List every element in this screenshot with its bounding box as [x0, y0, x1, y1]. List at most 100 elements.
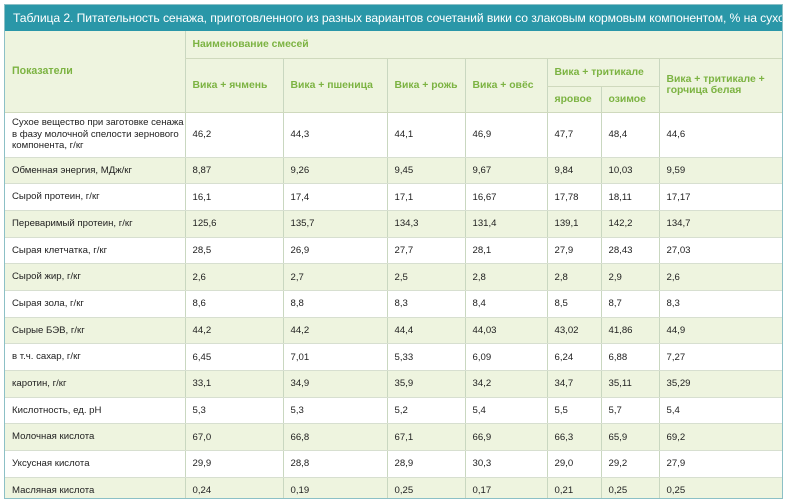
- table-cell: 0,24: [184, 477, 283, 498]
- table-cell: 66,3: [546, 423, 601, 452]
- table-cell: 66,8: [282, 423, 387, 452]
- table-cell: 2,6: [184, 263, 283, 291]
- table-cell: 35,11: [600, 370, 659, 398]
- table-cell: 33,1: [184, 370, 283, 398]
- header-mixtures: Наименование смесей: [184, 31, 782, 59]
- row-label: Кислотность, ед. pH: [5, 397, 185, 425]
- table-cell: 44,4: [386, 317, 465, 345]
- table-row: Переваримый протеин, г/кг 125,6 135,7 13…: [5, 210, 782, 238]
- table-cell: 6,24: [546, 343, 601, 371]
- table-cell: 6,88: [600, 343, 659, 371]
- table-row: в т.ч. сахар, г/кг 6,45 7,01 5,33 6,09 6…: [5, 343, 782, 371]
- table-cell: 16,67: [464, 183, 547, 211]
- table-cell: 27,03: [658, 237, 782, 265]
- table-cell: 2,9: [600, 263, 659, 291]
- table-cell: 66,9: [464, 423, 547, 452]
- table-cell: 8,4: [464, 290, 547, 318]
- row-label: Уксусная кислота: [5, 450, 185, 478]
- row-label: Сырой протеин, г/кг: [5, 183, 185, 211]
- row-label: Обменная энергия, МДж/кг: [5, 157, 185, 185]
- table-cell: 9,67: [464, 157, 547, 185]
- table-cell: 29,9: [184, 450, 283, 478]
- table-cell: 30,3: [464, 450, 547, 478]
- table-cell: 9,84: [546, 157, 601, 185]
- table-cell: 35,9: [386, 370, 465, 398]
- table-cell: 18,11: [600, 183, 659, 211]
- table-cell: 44,6: [658, 112, 782, 158]
- nutrition-table: Показатели Наименование смесей Вика + яч…: [5, 31, 782, 498]
- table-cell: 17,17: [658, 183, 782, 211]
- table-row: Сырая зола, г/кг 8,6 8,8 8,3 8,4 8,5 8,7…: [5, 290, 782, 318]
- header-col-ozimoe: озимое: [600, 86, 659, 113]
- table-cell: 2,6: [658, 263, 782, 291]
- table-cell: 41,86: [600, 317, 659, 345]
- table-cell: 0,25: [658, 477, 782, 498]
- table-cell: 34,9: [282, 370, 387, 398]
- table-cell: 5,33: [386, 343, 465, 371]
- table-cell: 2,7: [282, 263, 387, 291]
- table-cell: 6,09: [464, 343, 547, 371]
- table-cell: 9,26: [282, 157, 387, 185]
- table-cell: 17,4: [282, 183, 387, 211]
- table-cell: 2,5: [386, 263, 465, 291]
- table-row: Сырые БЭВ, г/кг 44,2 44,2 44,4 44,03 43,…: [5, 317, 782, 345]
- table-cell: 34,7: [546, 370, 601, 398]
- table-cell: 34,2: [464, 370, 547, 398]
- table-row: Сухое вещество при заготовке сенажа в фа…: [5, 112, 782, 158]
- row-label: Сырая зола, г/кг: [5, 290, 185, 318]
- table-cell: 44,2: [282, 317, 387, 345]
- table-cell: 29,0: [546, 450, 601, 478]
- table-row: Сырая клетчатка, г/кг 28,5 26,9 27,7 28,…: [5, 237, 782, 265]
- table-cell: 35,29: [658, 370, 782, 398]
- table-cell: 0,25: [600, 477, 659, 498]
- table-cell: 43,02: [546, 317, 601, 345]
- table-cell: 142,2: [600, 210, 659, 238]
- header-col-vika-pshenitsa: Вика + пшеница: [282, 58, 387, 113]
- table-cell: 46,2: [184, 112, 283, 158]
- row-label: каротин, г/кг: [5, 370, 185, 398]
- table-cell: 44,3: [282, 112, 387, 158]
- row-label: Молочная кислота: [5, 423, 185, 452]
- table-cell: 5,5: [546, 397, 601, 425]
- table-cell: 67,0: [184, 423, 283, 452]
- row-label: в т.ч. сахар, г/кг: [5, 343, 185, 371]
- header-col-vika-tritikale-gorchitsa: Вика + тритикале + горчица белая: [658, 58, 782, 113]
- table-cell: 28,8: [282, 450, 387, 478]
- table-cell: 6,45: [184, 343, 283, 371]
- table-cell: 44,1: [386, 112, 465, 158]
- table-cell: 134,7: [658, 210, 782, 238]
- table-cell: 0,25: [386, 477, 465, 498]
- table-cell: 2,8: [464, 263, 547, 291]
- table-cell: 29,2: [600, 450, 659, 478]
- table-cell: 27,7: [386, 237, 465, 265]
- table-cell: 47,7: [546, 112, 601, 158]
- table-cell: 27,9: [658, 450, 782, 478]
- table-row: Уксусная кислота 29,9 28,8 28,9 30,3 29,…: [5, 450, 782, 478]
- table-cell: 8,87: [184, 157, 283, 185]
- table-cell: 9,45: [386, 157, 465, 185]
- table-row: Обменная энергия, МДж/кг 8,87 9,26 9,45 …: [5, 157, 782, 185]
- table-cell: 135,7: [282, 210, 387, 238]
- header-indicators: Показатели: [5, 31, 185, 113]
- table-cell: 0,21: [546, 477, 601, 498]
- table-row: Молочная кислота 67,0 66,8 67,1 66,9 66,…: [5, 423, 782, 452]
- table-cell: 8,7: [600, 290, 659, 318]
- table-cell: 5,3: [282, 397, 387, 425]
- table-cell: 8,5: [546, 290, 601, 318]
- table-cell: 7,01: [282, 343, 387, 371]
- table-cell: 5,7: [600, 397, 659, 425]
- row-label: Сырой жир, г/кг: [5, 263, 185, 291]
- header-col-vika-oves: Вика + овёс: [464, 58, 547, 113]
- table-cell: 8,3: [658, 290, 782, 318]
- table-cell: 48,4: [600, 112, 659, 158]
- table-cell: 28,1: [464, 237, 547, 265]
- row-label: Масляная кислота: [5, 477, 185, 498]
- table-cell: 26,9: [282, 237, 387, 265]
- table-row: каротин, г/кг 33,1 34,9 35,9 34,2 34,7 3…: [5, 370, 782, 398]
- table-cell: 17,78: [546, 183, 601, 211]
- table-row: Кислотность, ед. pH 5,3 5,3 5,2 5,4 5,5 …: [5, 397, 782, 425]
- table-cell: 46,9: [464, 112, 547, 158]
- table-cell: 0,17: [464, 477, 547, 498]
- table-cell: 10,03: [600, 157, 659, 185]
- header-col-vika-tritikale: Вика + тритикале: [546, 58, 659, 87]
